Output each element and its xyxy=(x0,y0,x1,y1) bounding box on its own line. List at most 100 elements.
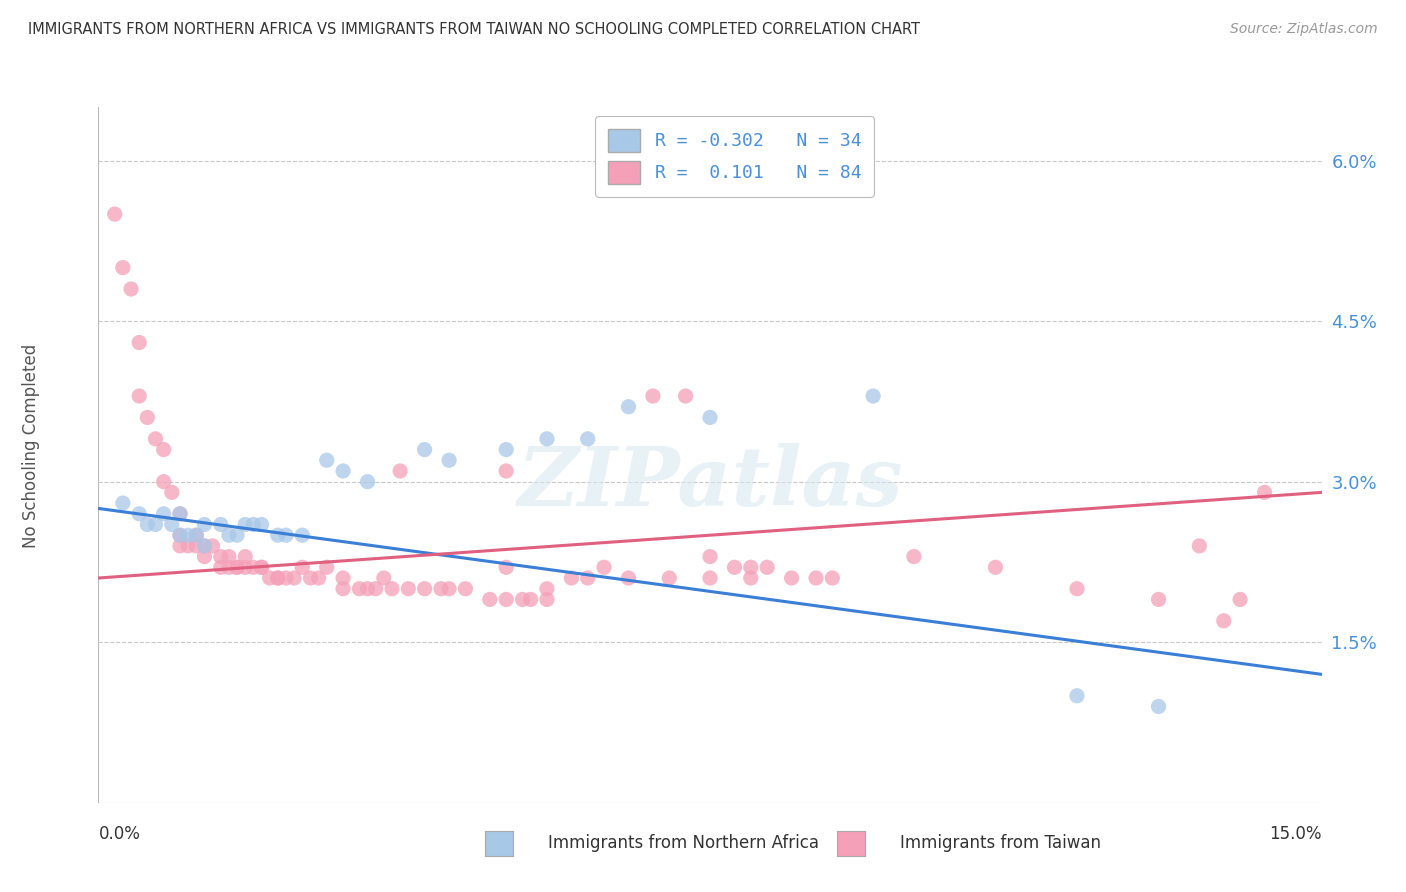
Point xyxy=(1253,485,1275,500)
Point xyxy=(120,282,142,296)
Point xyxy=(169,539,191,553)
Point xyxy=(413,442,436,457)
Point xyxy=(356,582,378,596)
Point xyxy=(1147,699,1170,714)
Text: IMMIGRANTS FROM NORTHERN AFRICA VS IMMIGRANTS FROM TAIWAN NO SCHOOLING COMPLETED: IMMIGRANTS FROM NORTHERN AFRICA VS IMMIG… xyxy=(28,22,920,37)
Point xyxy=(233,549,256,564)
Point xyxy=(903,549,925,564)
Point xyxy=(536,432,558,446)
Point xyxy=(617,571,640,585)
Point xyxy=(242,517,264,532)
Point xyxy=(242,560,264,574)
Point xyxy=(267,571,290,585)
Point xyxy=(984,560,1007,574)
Point xyxy=(250,560,273,574)
Point xyxy=(193,539,215,553)
Text: Immigrants from Northern Africa: Immigrants from Northern Africa xyxy=(548,834,820,852)
Point xyxy=(193,549,215,564)
Point xyxy=(389,464,412,478)
Legend: R = -0.302   N = 34, R =  0.101   N = 84: R = -0.302 N = 34, R = 0.101 N = 84 xyxy=(595,116,875,197)
Point xyxy=(128,389,150,403)
Point xyxy=(413,582,436,596)
Point xyxy=(437,453,460,467)
Point xyxy=(128,335,150,350)
Point xyxy=(250,517,273,532)
Point xyxy=(233,560,256,574)
Point xyxy=(495,464,517,478)
Point xyxy=(250,560,273,574)
Point xyxy=(291,528,314,542)
Point xyxy=(177,528,200,542)
Point xyxy=(1188,539,1211,553)
Point xyxy=(226,560,249,574)
Point xyxy=(536,582,558,596)
Text: ZIPatlas: ZIPatlas xyxy=(517,442,903,523)
Point xyxy=(218,549,240,564)
Point xyxy=(259,571,281,585)
Point xyxy=(396,582,419,596)
Point xyxy=(1212,614,1234,628)
Point xyxy=(478,592,501,607)
Point xyxy=(430,582,453,596)
Point xyxy=(177,539,200,553)
Point xyxy=(495,560,517,574)
Point xyxy=(593,560,616,574)
Point xyxy=(169,528,191,542)
Point xyxy=(1066,689,1088,703)
Point xyxy=(862,389,884,403)
Point xyxy=(291,560,314,574)
Point xyxy=(283,571,305,585)
Point xyxy=(332,582,354,596)
Point xyxy=(169,507,191,521)
Point xyxy=(209,517,232,532)
Point xyxy=(560,571,582,585)
Point xyxy=(233,517,256,532)
Point xyxy=(332,571,354,585)
Point xyxy=(111,260,134,275)
Point xyxy=(740,560,762,574)
Point xyxy=(576,432,599,446)
Point xyxy=(576,571,599,585)
Point xyxy=(218,528,240,542)
Point xyxy=(136,410,159,425)
Point xyxy=(186,528,208,542)
Point xyxy=(536,592,558,607)
Point xyxy=(780,571,803,585)
Point xyxy=(349,582,371,596)
Point xyxy=(364,582,387,596)
Point xyxy=(226,560,249,574)
Point xyxy=(111,496,134,510)
Point xyxy=(160,485,183,500)
Point xyxy=(186,539,208,553)
Point xyxy=(218,560,240,574)
Point xyxy=(267,528,290,542)
Point xyxy=(226,528,249,542)
Point xyxy=(152,442,174,457)
Point xyxy=(128,507,150,521)
Point xyxy=(315,453,337,467)
Point xyxy=(699,571,721,585)
Point xyxy=(723,560,745,574)
Point xyxy=(675,389,697,403)
Point xyxy=(1147,592,1170,607)
Point xyxy=(169,507,191,521)
Point xyxy=(617,400,640,414)
Point xyxy=(274,528,297,542)
Point xyxy=(381,582,404,596)
Point xyxy=(512,592,534,607)
Point xyxy=(299,571,322,585)
Point xyxy=(193,517,215,532)
Point xyxy=(209,560,232,574)
Point xyxy=(641,389,664,403)
Point xyxy=(1066,582,1088,596)
Point xyxy=(145,432,167,446)
Point xyxy=(186,528,208,542)
Point xyxy=(804,571,827,585)
Point xyxy=(104,207,127,221)
Point xyxy=(756,560,779,574)
Point xyxy=(209,549,232,564)
Point xyxy=(169,528,191,542)
Text: 0.0%: 0.0% xyxy=(98,825,141,843)
Point xyxy=(519,592,541,607)
Point xyxy=(145,517,167,532)
